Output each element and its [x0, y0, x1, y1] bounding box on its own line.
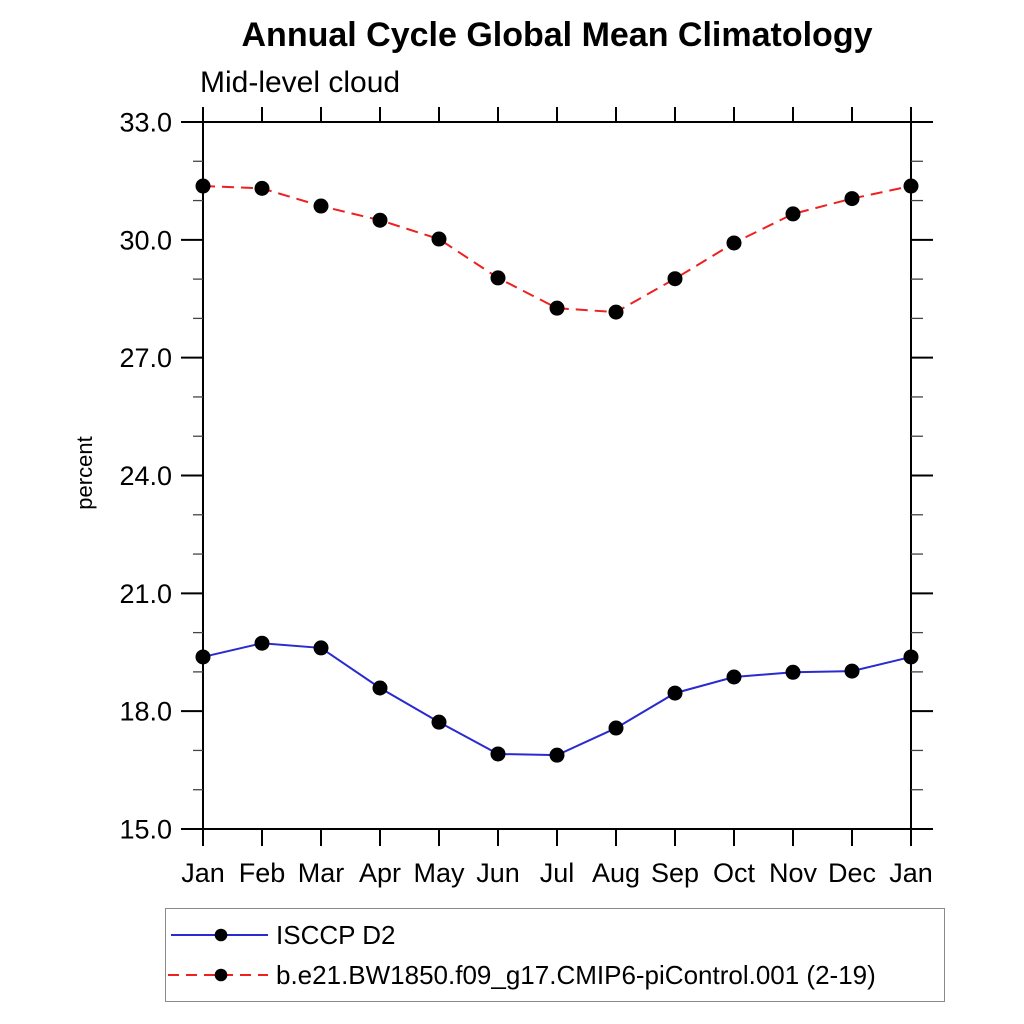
- y-tick-label: 27.0: [119, 343, 172, 373]
- x-tick-label: Sep: [651, 858, 699, 888]
- x-tick-label: Jun: [476, 858, 520, 888]
- data-point: [844, 191, 860, 207]
- legend-item-model: b.e21.BW1850.f09_g17.CMIP6-piControl.001…: [166, 955, 944, 995]
- data-point: [785, 664, 801, 680]
- y-tick-label: 24.0: [119, 461, 172, 491]
- data-point: [903, 178, 919, 194]
- data-point: [372, 680, 388, 696]
- y-tick-label: 21.0: [119, 579, 172, 609]
- x-tick-label: May: [413, 858, 465, 888]
- data-point: [431, 714, 447, 730]
- data-point: [667, 271, 683, 287]
- data-point: [726, 235, 742, 251]
- data-point: [726, 669, 742, 685]
- data-point: [903, 649, 919, 665]
- data-point: [195, 178, 211, 194]
- y-tick-label: 30.0: [119, 225, 172, 255]
- y-tick-label: 18.0: [119, 697, 172, 727]
- x-tick-label: Aug: [592, 858, 640, 888]
- x-tick-label: Mar: [298, 858, 345, 888]
- data-point: [313, 198, 329, 214]
- data-point: [549, 300, 565, 316]
- data-point: [431, 231, 447, 247]
- legend-label-isccp: ISCCP D2: [276, 919, 396, 950]
- x-tick-label: Jan: [889, 858, 933, 888]
- series-line-model: [202, 185, 912, 314]
- y-tick-label: 15.0: [119, 815, 172, 845]
- chart-title: Annual Cycle Global Mean Climatology: [241, 16, 873, 54]
- data-point: [549, 747, 565, 763]
- data-point: [844, 663, 860, 679]
- data-point: [785, 206, 801, 222]
- data-point: [254, 635, 270, 651]
- x-tick-label: Feb: [239, 858, 286, 888]
- legend-sample-dashed-line: [168, 968, 268, 982]
- legend-marker-dot: [214, 968, 228, 982]
- chart-subtitle: Mid-level cloud: [200, 66, 401, 99]
- data-point: [313, 640, 329, 656]
- data-point: [195, 649, 211, 665]
- data-point: [608, 304, 624, 320]
- x-tick-label: Nov: [769, 858, 818, 888]
- data-point: [372, 212, 388, 228]
- data-point: [608, 720, 624, 736]
- y-tick-label: 33.0: [119, 108, 172, 138]
- legend-item-isccp: ISCCP D2: [166, 915, 944, 955]
- x-tick-label: Jul: [540, 858, 575, 888]
- data-point: [490, 270, 506, 286]
- data-point: [254, 180, 270, 196]
- legend-sample-solid-line: [171, 928, 268, 942]
- x-tick-label: Dec: [828, 858, 876, 888]
- series-line-isccp: [202, 642, 912, 757]
- data-point: [667, 685, 683, 701]
- legend-marker-dot: [214, 928, 228, 942]
- x-tick-label: Apr: [359, 858, 401, 888]
- x-tick-label: Oct: [713, 858, 756, 888]
- legend-label-model: b.e21.BW1850.f09_g17.CMIP6-piControl.001…: [276, 959, 876, 990]
- x-tick-label: Jan: [181, 858, 225, 888]
- plot-frame: [202, 121, 912, 830]
- legend-box: ISCCP D2 b.e21.BW1850.f09_g17.CMIP6-piCo…: [165, 908, 945, 1002]
- data-point: [490, 746, 506, 762]
